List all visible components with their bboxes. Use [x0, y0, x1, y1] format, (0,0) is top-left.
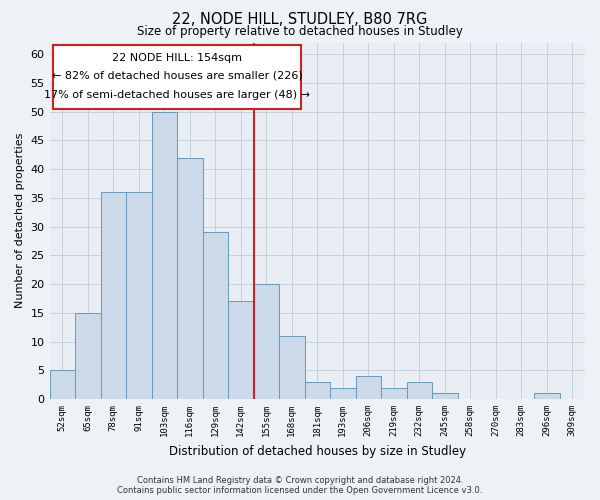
- Bar: [101, 192, 126, 399]
- Bar: [75, 313, 101, 399]
- Text: 22 NODE HILL: 154sqm: 22 NODE HILL: 154sqm: [112, 53, 242, 63]
- Bar: [254, 284, 279, 399]
- Bar: [432, 394, 458, 399]
- Bar: [152, 112, 177, 399]
- Bar: [126, 192, 152, 399]
- Bar: [534, 394, 560, 399]
- Text: ← 82% of detached houses are smaller (226): ← 82% of detached houses are smaller (22…: [52, 70, 302, 81]
- Text: 17% of semi-detached houses are larger (48) →: 17% of semi-detached houses are larger (…: [44, 90, 310, 100]
- Bar: [203, 232, 228, 399]
- Bar: [407, 382, 432, 399]
- Bar: [305, 382, 330, 399]
- Bar: [228, 302, 254, 399]
- Text: Contains HM Land Registry data © Crown copyright and database right 2024.: Contains HM Land Registry data © Crown c…: [137, 476, 463, 485]
- FancyBboxPatch shape: [53, 46, 301, 108]
- Bar: [330, 388, 356, 399]
- Text: Size of property relative to detached houses in Studley: Size of property relative to detached ho…: [137, 25, 463, 38]
- Y-axis label: Number of detached properties: Number of detached properties: [15, 133, 25, 308]
- Text: Contains public sector information licensed under the Open Government Licence v3: Contains public sector information licen…: [118, 486, 482, 495]
- Bar: [279, 336, 305, 399]
- Bar: [177, 158, 203, 399]
- Bar: [356, 376, 381, 399]
- Text: 22, NODE HILL, STUDLEY, B80 7RG: 22, NODE HILL, STUDLEY, B80 7RG: [172, 12, 428, 28]
- Bar: [50, 370, 75, 399]
- X-axis label: Distribution of detached houses by size in Studley: Distribution of detached houses by size …: [169, 444, 466, 458]
- Bar: [381, 388, 407, 399]
